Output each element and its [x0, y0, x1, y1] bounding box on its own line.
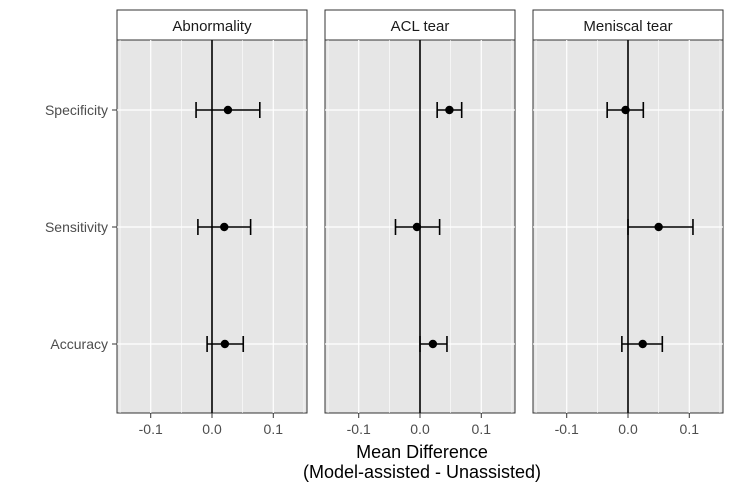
- x-tick-label: 0.1: [680, 421, 700, 437]
- facet-strip-label: Meniscal tear: [583, 18, 672, 35]
- y-tick-label: Specificity: [45, 102, 108, 118]
- y-tick-label: Accuracy: [50, 336, 108, 352]
- mean-point: [445, 105, 454, 115]
- mean-point: [223, 105, 233, 115]
- facet-strip: [116, 9, 308, 41]
- x-axis-title-line2: (Model-assisted - Unassisted): [303, 462, 541, 482]
- y-tick-label: Sensitivity: [45, 219, 108, 235]
- mean-point: [412, 222, 422, 232]
- x-tick-label: -0.1: [347, 421, 371, 437]
- facet-strip: [532, 9, 724, 41]
- facet-panel: Abnormality -0.1 0.0 0.1: [116, 9, 308, 437]
- mean-point: [220, 222, 229, 232]
- x-tick-label: -0.1: [555, 421, 579, 437]
- mean-point: [621, 105, 630, 115]
- x-tick-label: 0.1: [264, 421, 284, 437]
- facet-strip-label: ACL tear: [391, 18, 450, 35]
- x-tick-label: 0.0: [410, 421, 430, 437]
- mean-point: [428, 339, 438, 349]
- x-axis-title-line1: Mean Difference: [356, 442, 488, 462]
- mean-point: [654, 222, 663, 232]
- x-tick-label: -0.1: [139, 421, 163, 437]
- facet-strip-label: Abnormality: [172, 18, 252, 35]
- y-axis: Specificity Sensitivity Accuracy: [45, 102, 117, 352]
- facet-panel: ACL tear -0.1 0.0 0.1: [324, 9, 516, 437]
- facet-strip: [324, 9, 516, 41]
- x-tick-label: 0.0: [618, 421, 638, 437]
- x-tick-label: 0.0: [202, 421, 222, 437]
- mean-point: [638, 339, 647, 349]
- mean-point: [220, 339, 230, 349]
- facet-panel: Meniscal tear -0.1 0.0 0.1: [532, 9, 724, 437]
- x-tick-label: 0.1: [472, 421, 492, 437]
